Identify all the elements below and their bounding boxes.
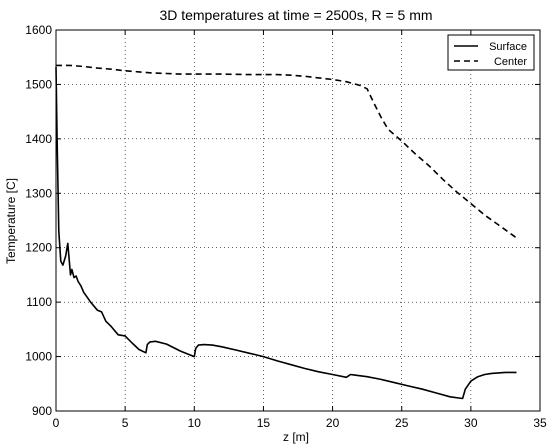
y-tick-label: 1500 <box>25 77 52 91</box>
y-tick-label: 1300 <box>25 186 52 200</box>
x-axis-label: z [m] <box>283 430 309 444</box>
y-tick-label: 900 <box>32 404 52 418</box>
plot-frame <box>55 29 541 412</box>
x-tick-label: 10 <box>188 416 202 430</box>
series-line-surface <box>55 66 517 400</box>
x-tick-label: 30 <box>464 416 478 430</box>
chart-title: 3D temperatures at time = 2500s, R = 5 m… <box>159 7 432 23</box>
legend-label-surface: Surface <box>489 41 527 53</box>
x-tick-label: 0 <box>53 416 60 430</box>
x-tick-label: 5 <box>122 416 129 430</box>
legend-label-center: Center <box>494 56 527 68</box>
x-tick-label: 25 <box>395 416 409 430</box>
grid <box>56 30 540 411</box>
axis-ticks: 0 5 10 15 20 25 30 35 900 1000 1100 1200 1300 1400 150… <box>25 23 547 430</box>
series-group <box>55 64 517 400</box>
x-tick-label: 20 <box>326 416 340 430</box>
legend: Surface Center <box>447 34 535 71</box>
x-tick-label: 35 <box>533 416 547 430</box>
series-line-center <box>56 64 517 239</box>
x-tick-label: 15 <box>257 416 271 430</box>
y-tick-label: 1200 <box>25 241 52 255</box>
y-tick-label: 1000 <box>25 350 52 364</box>
y-tick-label: 1600 <box>25 23 52 37</box>
y-tick-label: 1100 <box>26 295 52 309</box>
y-tick-label: 1400 <box>25 132 52 146</box>
legend-box <box>447 34 535 71</box>
y-axis-label: Temperature [C] <box>4 178 18 264</box>
